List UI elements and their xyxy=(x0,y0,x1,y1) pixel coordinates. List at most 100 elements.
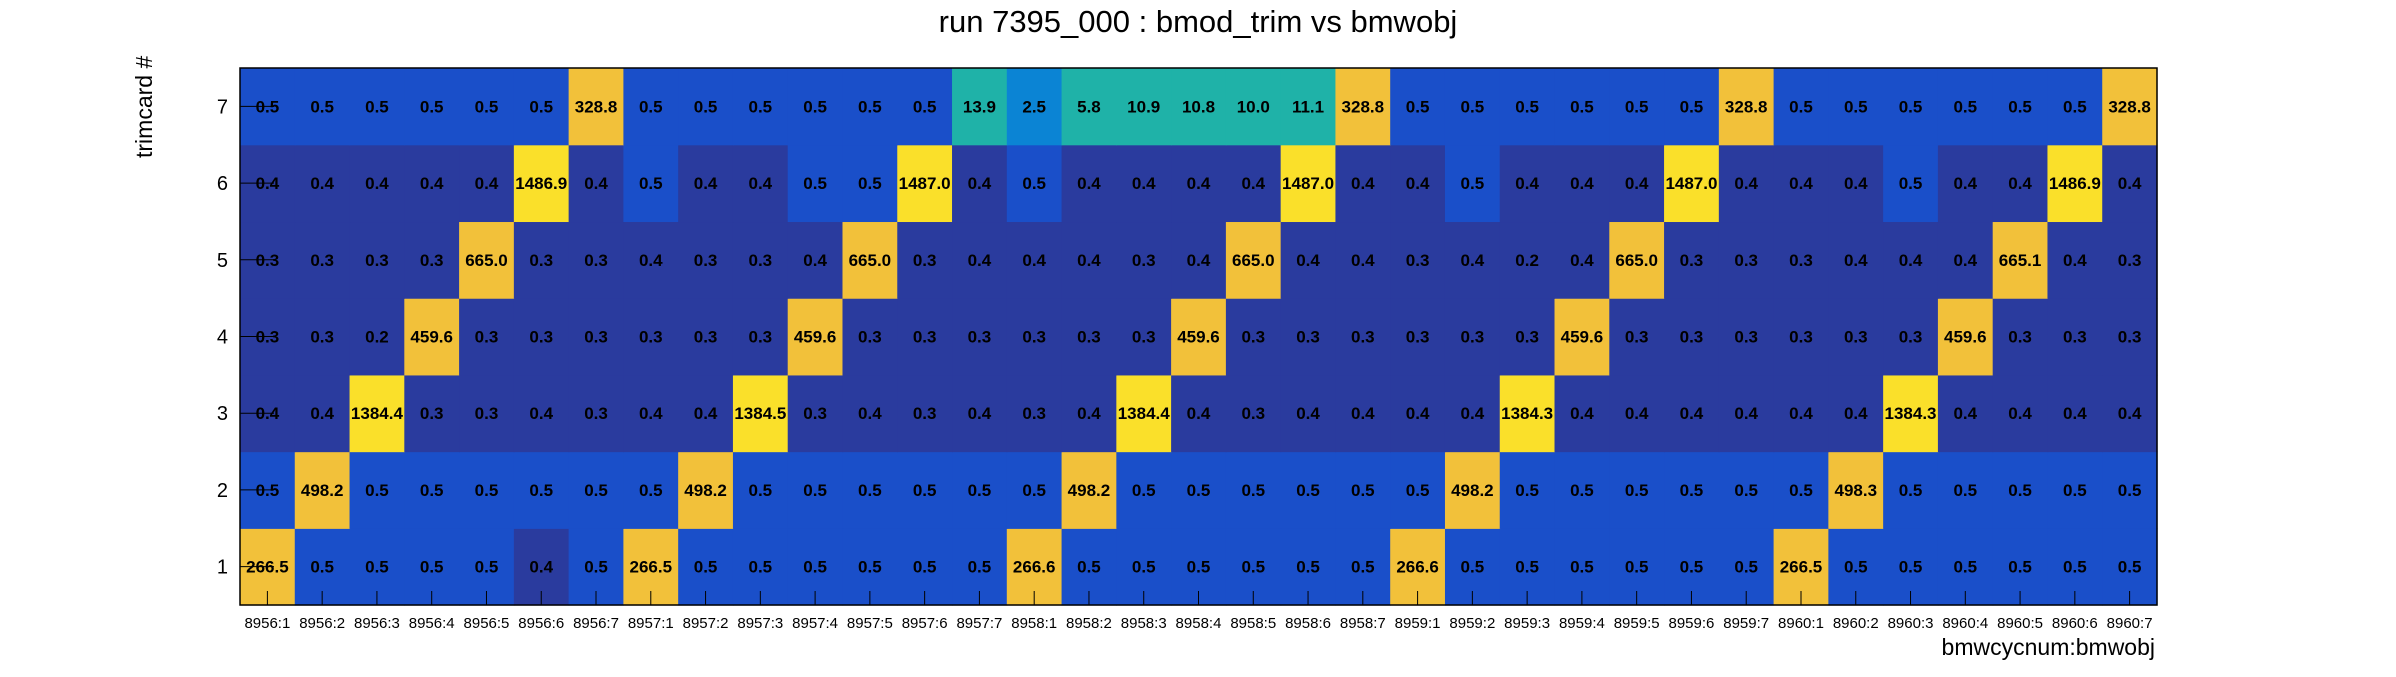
heatmap-cell xyxy=(897,221,953,299)
cell-value-label: 0.5 xyxy=(858,97,882,116)
cell-value-label: 0.5 xyxy=(420,97,444,116)
cell-value-label: 0.4 xyxy=(1351,404,1375,423)
heatmap-cell xyxy=(1554,451,1610,529)
cell-value-label: 0.5 xyxy=(584,481,608,500)
heatmap-cell xyxy=(349,298,405,376)
cell-value-label: 0.5 xyxy=(803,481,827,500)
heatmap-cell xyxy=(1499,298,1556,376)
heatmap-cell xyxy=(568,451,624,529)
cell-value-label: 0.4 xyxy=(1734,174,1758,193)
cell-value-label: 0.3 xyxy=(1351,328,1375,347)
heatmap-cell xyxy=(1883,374,1939,453)
heatmap-cell xyxy=(1992,68,2049,146)
cell-value-label: 0.3 xyxy=(694,328,718,347)
heatmap-cell xyxy=(513,298,570,376)
cell-value-label: 0.5 xyxy=(1899,481,1923,500)
x-tick-label: 8957:2 xyxy=(683,615,729,632)
cell-value-label: 665.0 xyxy=(1232,251,1275,270)
cell-value-label: 0.4 xyxy=(1077,251,1101,270)
cell-value-label: 665.0 xyxy=(849,251,892,270)
heatmap-cell xyxy=(349,221,405,299)
heatmap-cell xyxy=(1773,451,1829,529)
x-tick-label: 8958:1 xyxy=(1011,615,1057,632)
cell-value-label: 0.4 xyxy=(2118,404,2142,423)
heatmap-cell xyxy=(897,144,953,223)
cell-value-label: 459.6 xyxy=(1944,328,1987,347)
cell-value-label: 0.5 xyxy=(1022,481,1046,500)
x-tick-label: 8960:2 xyxy=(1833,615,1879,632)
cell-value-label: 459.6 xyxy=(794,328,837,347)
heatmap-cell xyxy=(897,298,953,376)
cell-value-label: 0.4 xyxy=(1570,174,1594,193)
cell-value-label: 0.5 xyxy=(858,174,882,193)
y-tick-label: 3 xyxy=(217,403,228,425)
heatmap-cell xyxy=(1664,144,1720,223)
heatmap-cell xyxy=(842,451,898,529)
cell-value-label: 498.2 xyxy=(684,481,727,500)
cell-value-label: 0.3 xyxy=(1406,328,1430,347)
heatmap-cell xyxy=(1554,221,1610,299)
cell-value-label: 1384.5 xyxy=(734,404,786,423)
cell-value-label: 0.3 xyxy=(694,251,718,270)
cell-value-label: 0.3 xyxy=(2008,328,2032,347)
cell-value-label: 328.8 xyxy=(575,97,618,116)
heatmap-cell xyxy=(1006,451,1063,529)
x-tick-label: 8956:1 xyxy=(244,615,290,632)
heatmap-cell xyxy=(1718,374,1775,453)
cell-value-label: 0.2 xyxy=(1515,251,1539,270)
x-tick-label: 8957:1 xyxy=(628,615,674,632)
heatmap-cell xyxy=(1499,374,1556,453)
cell-value-label: 0.3 xyxy=(584,328,608,347)
heatmap-cell xyxy=(842,68,898,146)
cell-value-label: 0.4 xyxy=(1570,404,1594,423)
heatmap-cell xyxy=(568,221,624,299)
cell-value-label: 0.4 xyxy=(968,174,992,193)
cell-value-label: 0.4 xyxy=(584,174,608,193)
x-tick-label: 8956:3 xyxy=(354,615,400,632)
cell-value-label: 0.3 xyxy=(1461,328,1485,347)
heatmap-cell xyxy=(294,221,351,299)
cell-value-label: 0.5 xyxy=(310,97,334,116)
x-tick-label: 8957:5 xyxy=(847,615,893,632)
cell-value-label: 0.5 xyxy=(1680,481,1704,500)
cell-value-label: 0.3 xyxy=(529,328,553,347)
heatmap-cell xyxy=(1664,298,1720,376)
heatmap-cell xyxy=(1609,68,1665,146)
cell-value-label: 0.3 xyxy=(1077,328,1101,347)
cell-value-label: 0.3 xyxy=(1680,251,1704,270)
heatmap-cell xyxy=(1444,374,1501,453)
heatmap-cell xyxy=(1171,451,1227,529)
heatmap-cell xyxy=(513,221,570,299)
x-tick-label: 8960:6 xyxy=(2052,615,2098,632)
cell-value-label: 0.3 xyxy=(475,328,499,347)
heatmap-cell xyxy=(2102,374,2158,453)
x-axis-title: bmwcycnum:bmwobj xyxy=(1942,634,2155,660)
cell-value-label: 0.3 xyxy=(1899,328,1923,347)
x-tick-label: 8957:4 xyxy=(792,615,838,632)
cell-value-label: 0.4 xyxy=(1132,174,1156,193)
heatmap-cell xyxy=(952,451,1008,529)
cell-value-label: 0.5 xyxy=(803,174,827,193)
cell-value-label: 0.4 xyxy=(1844,174,1868,193)
heatmap-cell xyxy=(1883,221,1939,299)
heatmap-cell xyxy=(1280,298,1337,376)
cell-value-label: 1384.3 xyxy=(1885,404,1937,423)
heatmap-cell xyxy=(1718,298,1775,376)
cell-value-label: 0.5 xyxy=(694,97,718,116)
cell-value-label: 0.5 xyxy=(475,558,499,577)
cell-value-label: 459.6 xyxy=(410,328,453,347)
cell-value-label: 0.5 xyxy=(1515,481,1539,500)
cell-value-label: 0.4 xyxy=(1734,404,1758,423)
x-tick-label: 8956:6 xyxy=(518,615,564,632)
cell-value-label: 0.4 xyxy=(858,404,882,423)
cell-value-label: 0.3 xyxy=(1625,328,1649,347)
heatmap-cell xyxy=(1828,144,1884,223)
heatmap-cell xyxy=(2102,221,2158,299)
heatmap-cell xyxy=(459,68,515,146)
cell-value-label: 0.5 xyxy=(2008,558,2032,577)
heatmap-cell xyxy=(952,144,1008,223)
cell-value-label: 0.3 xyxy=(1734,328,1758,347)
cell-value-label: 0.4 xyxy=(1625,174,1649,193)
cell-value-label: 0.4 xyxy=(1515,174,1539,193)
